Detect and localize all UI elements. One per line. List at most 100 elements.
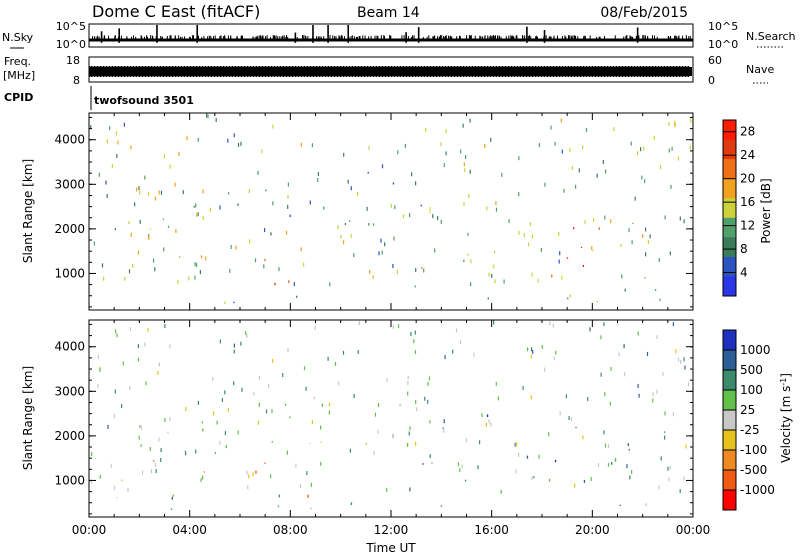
heatmap-cell (272, 201, 274, 206)
heatmap-cell (115, 131, 118, 136)
colorbar-swatch (723, 330, 736, 351)
noise-right-label: N.Search (746, 30, 796, 43)
heatmap-cell (257, 170, 259, 175)
station-title: Dome C East (fitACF) (92, 2, 260, 21)
heatmap-cell (311, 419, 313, 424)
heatmap-cell (116, 497, 118, 499)
heatmap-cell (530, 395, 532, 400)
heatmap-cell (194, 275, 196, 280)
heatmap-cell (377, 403, 380, 408)
heatmap-cell (241, 387, 243, 392)
heatmap-cell (343, 152, 345, 157)
heatmap-cell (503, 279, 505, 284)
frequency-panel-frame (88, 56, 694, 83)
colorbar-tick-label: 24 (740, 148, 755, 162)
heatmap-cell (169, 417, 171, 422)
heatmap-cell (270, 474, 272, 479)
heatmap-cell (628, 228, 630, 233)
heatmap-cell (470, 282, 472, 287)
heatmap-cell (158, 190, 160, 195)
heatmap-cell (551, 274, 553, 278)
heatmap-cell (155, 469, 157, 474)
heatmap-cell (338, 381, 340, 386)
heatmap-cell (178, 151, 180, 156)
heatmap-cell (574, 483, 576, 488)
heatmap-cell (185, 407, 187, 411)
heatmap-cell (434, 248, 436, 253)
power-heatmap-cells (90, 113, 692, 305)
heatmap-cell (442, 427, 444, 429)
heatmap-cell (615, 457, 617, 462)
heatmap-cell (381, 164, 384, 169)
heatmap-cell (197, 137, 199, 142)
heatmap-cell (578, 168, 580, 173)
y-tick-label: 2000 (54, 429, 85, 443)
velocity-panel-frame (88, 319, 694, 518)
heatmap-cell (631, 240, 633, 245)
heatmap-cell (675, 349, 677, 354)
heatmap-cell (645, 227, 647, 232)
heatmap-cell (582, 264, 584, 267)
colorbar-swatch (723, 390, 736, 411)
heatmap-cell (272, 358, 274, 363)
heatmap-cell (137, 357, 140, 362)
heatmap-cell (374, 412, 376, 417)
heatmap-cell (254, 258, 257, 263)
heatmap-cell (349, 448, 351, 453)
heatmap-cell (202, 189, 204, 194)
heatmap-cell (523, 233, 525, 238)
heatmap-cell (114, 228, 116, 231)
heatmap-cell (623, 344, 625, 349)
heatmap-cell (619, 504, 621, 506)
colorbar-swatch (723, 120, 736, 141)
cpid-program: twofsound 3501 (94, 94, 194, 107)
heatmap-cell (431, 462, 433, 464)
heatmap-cell (495, 207, 498, 212)
noise-panel-frame (88, 23, 694, 48)
heatmap-cell (347, 179, 349, 184)
noise-panel: N.Sky 10^5 10^0 10^5 10^0 N.Search (2, 20, 796, 51)
x-tick-label: 12:00 (374, 523, 409, 537)
heatmap-cell (477, 465, 479, 470)
heatmap-cell (491, 273, 493, 278)
heatmap-cell (664, 435, 666, 440)
heatmap-cell (647, 240, 649, 244)
heatmap-cell (392, 324, 394, 329)
heatmap-cell (227, 138, 229, 143)
heatmap-cell (679, 216, 681, 221)
heatmap-cell (596, 300, 598, 303)
heatmap-cell (495, 381, 497, 386)
heatmap-cell (656, 389, 658, 394)
colorbar-tick-label: -25 (740, 423, 760, 437)
heatmap-cell (219, 440, 221, 445)
heatmap-cell (600, 335, 602, 340)
heatmap-cell (631, 470, 633, 474)
heatmap-cell (130, 145, 132, 150)
heatmap-cell (264, 258, 266, 262)
colorbar-swatch (723, 217, 736, 238)
heatmap-cell (278, 494, 280, 498)
heatmap-cell (522, 386, 524, 391)
heatmap-cell (500, 489, 502, 494)
heatmap-cell (443, 428, 445, 433)
heatmap-cell (357, 191, 359, 196)
heatmap-cell (548, 432, 550, 437)
noise-left-tick-top: 10^5 (56, 20, 86, 33)
heatmap-cell (397, 150, 399, 155)
heatmap-cell (428, 376, 431, 381)
heatmap-cell (284, 403, 287, 406)
frequency-left-tick-top: 18 (66, 54, 80, 67)
heatmap-cell (669, 465, 671, 470)
heatmap-cell (368, 223, 370, 226)
colorbar-tick-label: 8 (740, 242, 748, 256)
heatmap-cell (463, 201, 465, 206)
heatmap-cell (111, 164, 113, 169)
heatmap-cell (680, 359, 682, 364)
velocity-colorbar-label-text: Velocity [m s (779, 386, 793, 463)
colorbar-swatch (723, 470, 736, 491)
heatmap-cell (309, 442, 311, 445)
heatmap-cell (486, 206, 488, 211)
heatmap-cell (409, 487, 411, 492)
heatmap-cell (465, 438, 467, 443)
heatmap-cell (663, 431, 666, 433)
